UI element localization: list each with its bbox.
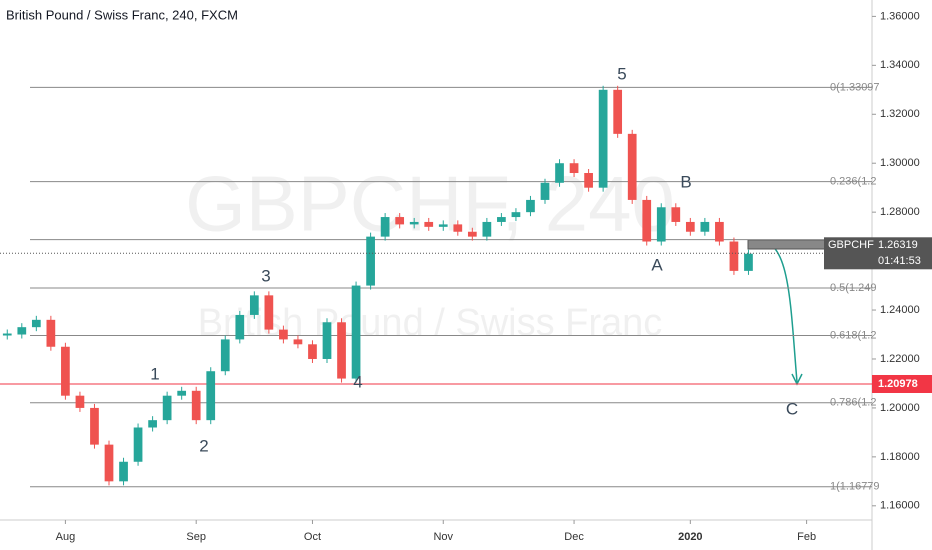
countdown-label: 01:41:53 [878,255,921,267]
candle [467,231,477,237]
fib-label: 0.236(1.2 [830,175,876,187]
target-label: 1.20978 [878,378,918,390]
candle [380,217,390,237]
candle [279,329,288,340]
candle [133,427,143,462]
candle [395,217,405,225]
candle [235,314,245,340]
candle [613,89,623,134]
last-price-label: 1.26319 [878,239,918,251]
candle [744,253,753,271]
candle [264,295,274,330]
candle [409,221,419,225]
watermark-subtitle: British Pound / Swiss Franc [198,302,663,344]
y-tick-label: 1.22000 [880,353,920,365]
candle [482,221,492,237]
candle [90,407,99,445]
candle [337,322,346,379]
last-price-tag [824,237,932,270]
candle [308,344,317,359]
y-tick-label: 1.36000 [880,10,920,22]
candle [61,346,70,396]
candle [162,395,172,421]
candle [511,212,521,218]
target-box [747,239,827,250]
candle [119,461,128,482]
y-tick-label: 1.24000 [880,304,920,316]
x-tick-label: Feb [797,531,816,543]
candle [642,199,652,242]
wave-label: A [651,255,663,274]
candle [438,224,448,227]
candle [569,163,579,174]
y-tick-label: 1.18000 [880,451,920,463]
x-tick-label: Aug [56,531,76,543]
y-tick-label: 1.30000 [880,157,920,169]
candle [17,327,27,335]
candle [656,207,666,242]
candle [75,395,85,408]
x-tick-label: 2020 [678,531,702,543]
chart-title: British Pound / Swiss Franc, 240, FXCM [6,7,238,22]
fib-label: 0(1.33097 [830,81,880,93]
candle [584,173,593,188]
candle [206,371,216,421]
candle [497,217,506,222]
candle [191,390,201,421]
x-tick-label: Dec [564,531,584,543]
y-tick-label: 1.16000 [880,500,920,512]
wave-label: B [680,172,691,191]
candle [715,221,724,242]
y-tick-label: 1.32000 [880,108,920,120]
wave-label: 4 [353,372,362,391]
candle [366,236,375,286]
watermark: GBPCHF, 240 [185,160,675,248]
wave-label: 2 [199,436,208,455]
candle [293,339,303,345]
candle [351,285,361,379]
wave-label: C [786,399,798,418]
candle [627,133,637,200]
fib-label: 0.618(1.2 [830,329,876,341]
candle [322,322,332,359]
y-tick-label: 1.20000 [880,402,920,414]
y-tick-label: 1.34000 [880,59,920,71]
target-tag [872,374,932,393]
candle [555,163,564,183]
wave-label: 1 [150,364,159,383]
wave-label: 3 [261,266,270,285]
candles [2,85,753,486]
x-tick-label: Sep [186,531,206,543]
candle [453,224,463,232]
fib-label: 0.786(1.2 [830,397,876,409]
candle [177,390,187,396]
candle [220,339,230,372]
candle [671,207,681,222]
candle [526,199,535,213]
candle [249,295,259,315]
x-tick-label: Nov [433,531,453,543]
candle [540,182,550,200]
wave-label: 5 [617,64,626,83]
candle [2,333,12,336]
candle [685,221,695,232]
candle [424,221,434,227]
candle [700,221,710,232]
candle [104,444,114,482]
candle [46,319,56,347]
fib-label: 0.5(1.249 [830,282,876,294]
candle [598,89,608,188]
x-tick-label: Oct [304,531,321,543]
candle [148,420,157,428]
fib-label: 1(1.16779 [830,481,880,493]
y-tick-label: 1.28000 [880,206,920,218]
candle [31,319,41,328]
symbol-label: GBPCHF [828,239,874,251]
candle [729,241,739,271]
